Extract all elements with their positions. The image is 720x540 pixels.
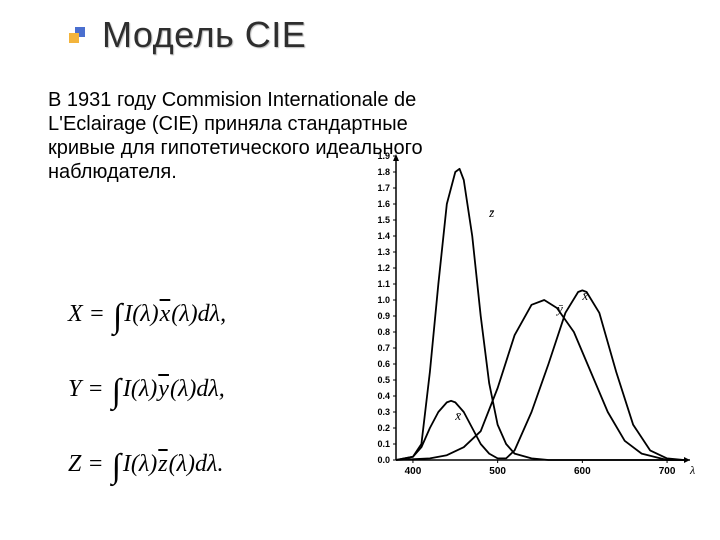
cie-chart: 0.0 0.1 0.2 0.3 0.4 0.5 0.6 0.7 0.8 0.9 1.0 1.1 1.2 1…	[358, 148, 698, 488]
svg-text:1.9: 1.9	[377, 151, 390, 161]
svg-text:0.9: 0.9	[377, 311, 390, 321]
title-row: Модель CIE	[0, 0, 720, 56]
svg-text:0.2: 0.2	[377, 423, 390, 433]
svg-text:0.1: 0.1	[377, 439, 390, 449]
svg-text:ȳ: ȳ	[555, 301, 563, 316]
svg-text:1.0: 1.0	[377, 295, 390, 305]
equations-block: X = ∫I(λ)x(λ)dλ, Y = ∫I(λ)y(λ)dλ, Z = ∫I…	[68, 280, 226, 504]
svg-text:700: 700	[659, 466, 676, 477]
svg-text:1.6: 1.6	[377, 199, 390, 209]
equation-x: X = ∫I(λ)x(λ)dλ,	[68, 280, 226, 355]
svg-text:500: 500	[489, 466, 506, 477]
svg-text:0.6: 0.6	[377, 359, 390, 369]
svg-text:1.3: 1.3	[377, 247, 390, 257]
svg-text:0.3: 0.3	[377, 407, 390, 417]
svg-text:z̄: z̄	[488, 205, 495, 220]
bullet-icon	[72, 30, 82, 40]
svg-text:0.4: 0.4	[377, 391, 390, 401]
equation-y: Y = ∫I(λ)y(λ)dλ,	[68, 355, 226, 430]
svg-text:λ: λ	[689, 463, 695, 477]
svg-text:1.8: 1.8	[377, 167, 390, 177]
svg-text:x̄: x̄	[581, 288, 588, 303]
equation-z: Z = ∫I(λ)z(λ)dλ.	[68, 430, 226, 505]
svg-text:1.1: 1.1	[377, 279, 390, 289]
svg-text:1.2: 1.2	[377, 263, 390, 273]
svg-text:1.7: 1.7	[377, 183, 390, 193]
svg-text:1.4: 1.4	[377, 231, 390, 241]
svg-text:400: 400	[405, 466, 422, 477]
svg-text:1.5: 1.5	[377, 215, 390, 225]
svg-text:0.7: 0.7	[377, 343, 390, 353]
svg-text:x̄: x̄	[454, 408, 461, 423]
page-title: Модель CIE	[102, 14, 306, 56]
svg-text:600: 600	[574, 466, 591, 477]
svg-text:0.5: 0.5	[377, 375, 390, 385]
svg-text:0.0: 0.0	[377, 455, 390, 465]
svg-text:0.8: 0.8	[377, 327, 390, 337]
